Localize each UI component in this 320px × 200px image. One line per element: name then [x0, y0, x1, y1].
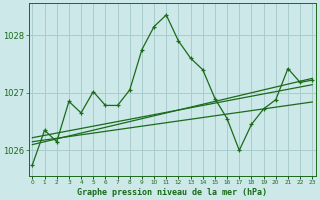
X-axis label: Graphe pression niveau de la mer (hPa): Graphe pression niveau de la mer (hPa): [77, 188, 267, 197]
